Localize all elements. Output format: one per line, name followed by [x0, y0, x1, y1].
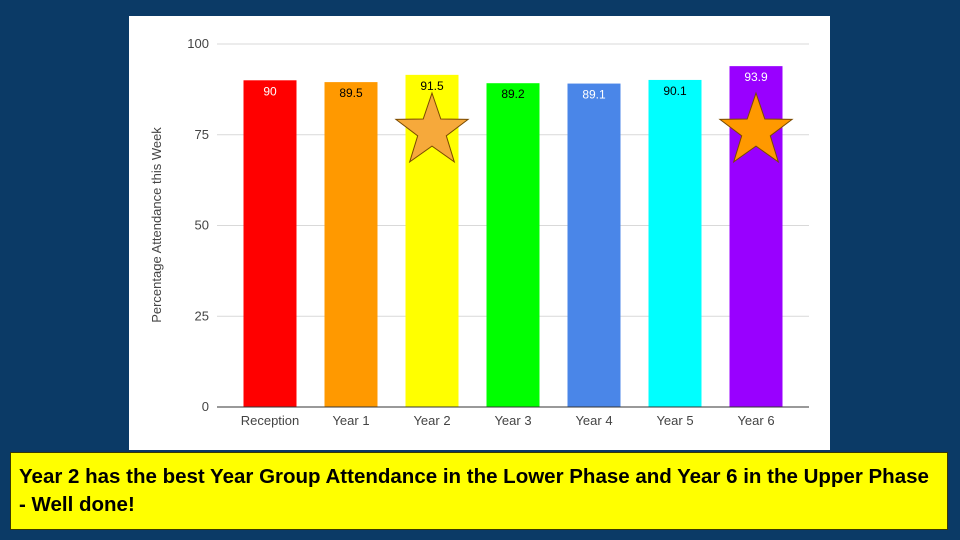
bar-reception: [243, 80, 297, 408]
bars: [243, 66, 783, 408]
bar-year-3: [486, 83, 540, 407]
y-axis-title: Percentage Attendance this Week: [149, 127, 164, 323]
bar-year-4: [567, 83, 621, 407]
caption-text: Year 2 has the best Year Group Attendanc…: [19, 465, 929, 516]
x-tick-label: Year 2: [413, 413, 450, 428]
chart-card: 0 25 50 75 100 90 89.5 91.5 89.2 89.1 90.1 93.9 Re…: [129, 16, 830, 450]
x-tick-label: Year 5: [656, 413, 693, 428]
star-icon: [394, 91, 470, 164]
x-tick-label: Year 1: [332, 413, 369, 428]
x-axis-ticks: Reception Year 1 Year 2 Year 3 Year 4 Year 5 Y…: [241, 413, 775, 428]
data-label: 90: [263, 84, 277, 98]
data-label: 93.9: [744, 70, 768, 84]
y-axis-ticks: 0 25 50 75 100: [187, 36, 209, 414]
data-label: 90.1: [663, 84, 687, 98]
data-label: 89.2: [501, 87, 525, 101]
y-tick-label: 75: [195, 127, 209, 142]
x-tick-label: Year 3: [494, 413, 531, 428]
data-label: 91.5: [420, 79, 444, 93]
y-tick-label: 100: [187, 36, 209, 51]
y-tick-label: 0: [202, 399, 209, 414]
x-tick-label: Year 6: [737, 413, 774, 428]
bar-chart: 0 25 50 75 100 90 89.5 91.5 89.2 89.1 90.1 93.9 Re…: [149, 36, 809, 428]
caption-banner: Year 2 has the best Year Group Attendanc…: [10, 452, 948, 530]
data-label: 89.1: [582, 88, 606, 102]
bar-year-5: [648, 79, 702, 407]
highlight-stars: [394, 91, 794, 164]
data-label: 89.5: [339, 86, 363, 100]
x-tick-label: Year 4: [575, 413, 612, 428]
bar-year-1: [324, 82, 378, 408]
x-tick-label: Reception: [241, 413, 300, 428]
y-tick-label: 50: [195, 218, 209, 233]
star-icon: [718, 91, 794, 164]
y-tick-label: 25: [195, 308, 209, 323]
data-labels: 90 89.5 91.5 89.2 89.1 90.1 93.9: [263, 70, 768, 101]
